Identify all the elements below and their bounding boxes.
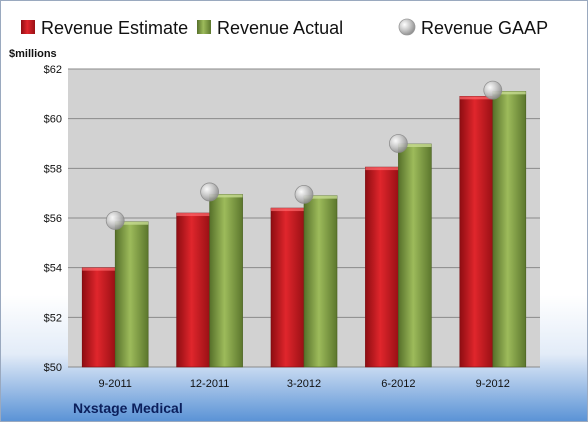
bar-actual-top (398, 143, 432, 147)
legend-swatch-actual (197, 20, 211, 34)
bar-revenue-estimate (81, 267, 116, 368)
x-axis-ticks: 9-2011 12-2011 3-2012 6-2012 9-2012 (98, 378, 509, 390)
marker-revenue-gaap (200, 182, 220, 202)
bar-actual-top (304, 195, 337, 199)
marker-revenue-gaap (105, 211, 125, 230)
y-tick-label: $56 (44, 213, 62, 225)
company-name: Nxstage Medical (73, 400, 183, 416)
bar-actual-top (115, 221, 149, 225)
y-axis-unit-label: $millions (9, 48, 57, 60)
legend-swatch-gaap (398, 18, 416, 36)
bar-revenue-actual (114, 221, 149, 368)
legend-label-estimate: Revenue Estimate (41, 18, 188, 38)
x-tick-label: 12-2011 (190, 378, 230, 390)
x-tick-label: 3-2012 (287, 378, 321, 390)
legend-label-gaap: Revenue GAAP (421, 18, 548, 38)
bar-actual-top (492, 91, 526, 95)
bar-revenue-actual (303, 195, 338, 368)
bar-estimate-top (459, 96, 493, 100)
y-tick-label: $58 (44, 163, 62, 175)
x-tick-label: 9-2012 (476, 378, 510, 390)
legend-label-actual: Revenue Actual (217, 18, 343, 38)
x-tick-label: 6-2012 (381, 378, 415, 390)
gaap-markers (105, 80, 503, 230)
y-tick-label: $54 (44, 263, 62, 275)
bar-revenue-estimate (365, 166, 399, 368)
marker-revenue-gaap (388, 134, 408, 153)
y-axis-ticks: $50 $52 $54 $56 $58 $60 $62 (44, 64, 62, 374)
bar-estimate-top (271, 208, 304, 212)
y-tick-label: $52 (44, 312, 62, 324)
legend-swatch-estimate (21, 20, 35, 34)
marker-revenue-gaap (483, 80, 503, 100)
bars (81, 91, 527, 368)
bar-revenue-actual (492, 91, 527, 368)
legend: Revenue Estimate Revenue Actual Revenue … (21, 18, 548, 38)
bar-estimate-top (176, 213, 210, 217)
bar-revenue-estimate (176, 212, 210, 368)
bar-revenue-actual (398, 143, 432, 368)
marker-revenue-gaap (294, 185, 314, 204)
y-tick-label: $50 (44, 362, 62, 374)
y-tick-label: $62 (44, 64, 62, 76)
y-tick-label: $60 (44, 114, 62, 126)
bar-revenue-estimate (459, 96, 494, 368)
bar-estimate-top (365, 167, 399, 171)
bar-revenue-estimate (270, 207, 305, 368)
bar-estimate-top (82, 267, 116, 271)
bar-revenue-actual (209, 194, 243, 368)
x-tick-label: 9-2011 (98, 378, 131, 390)
bar-actual-top (209, 194, 243, 198)
